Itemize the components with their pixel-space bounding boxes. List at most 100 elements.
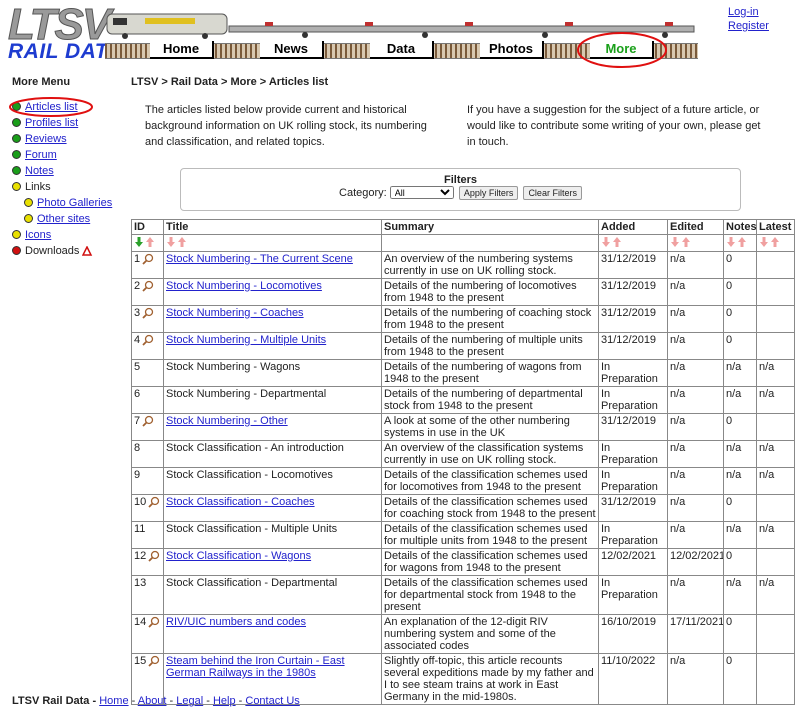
footer-link[interactable]: Legal [176,695,204,707]
article-link[interactable]: Stock Numbering - Other [166,415,288,427]
menu-item: Notes [12,163,122,179]
articles-table: ID Title Summary Added Edited Notes Latest 1 St… [131,219,795,705]
cell-title: Steam behind the Iron Curtain - East Ger… [163,653,382,705]
cell-notes: n/a [723,440,757,468]
cell-latest: n/a [756,521,795,549]
cell-text: Details of the numbering of locomotives … [384,280,577,304]
row-id: 14 [134,616,147,628]
menu-label[interactable]: Photo Galleries [37,197,113,209]
cell-added: 31/12/2019 [598,332,668,360]
cell-notes: 0 [723,548,757,576]
table-row: 14 RIV/UIC numbers and codes An explanatio… [131,614,795,654]
cell-text: n/a [759,523,775,535]
footer-link[interactable]: Home [99,695,129,707]
cell-id: 14 [131,614,164,654]
cell-text: Stock Classification - An introduction [166,442,344,454]
article-link[interactable]: Stock Numbering - The Current Scene [166,253,353,265]
cell-added: 31/12/2019 [598,278,668,306]
column-header: Latest [756,219,795,235]
cell-text: Details of the classification schemes us… [384,469,588,493]
menu-label[interactable]: Articles list [25,101,78,113]
cell-id: 11 [131,521,164,549]
cell-added: 16/10/2019 [598,614,668,654]
article-link[interactable]: Stock Numbering - Multiple Units [166,334,327,346]
nav-button[interactable]: News [260,41,324,59]
article-link[interactable]: Steam behind the Iron Curtain - East Ger… [166,655,345,679]
cell-id: 1 [131,251,164,279]
clear-button[interactable]: Clear Filters [523,186,582,200]
menu-label[interactable]: Forum [25,149,57,161]
cell-text: 31/12/2019 [601,253,657,265]
menu-label[interactable]: Profiles list [25,117,79,129]
cell-text: Slightly off-topic, this article recount… [384,655,594,703]
cell-id: 3 [131,305,164,333]
article-link[interactable]: Stock Classification - Coaches [166,496,315,508]
sort-cell [723,234,757,252]
cell-text: Stock Classification - Locomotives [166,469,333,481]
table-row: 4 Stock Numbering - Multiple Units Details… [131,332,795,360]
footer-link[interactable]: Contact Us [245,695,300,707]
row-id: 15 [134,655,147,667]
footer-link[interactable]: About [137,695,167,707]
sort-cell [667,234,724,252]
cell-text: n/a [759,469,775,481]
column-header: Edited [667,219,724,235]
sort-cell [598,234,668,252]
row-id: 3 [134,307,141,319]
row-id: 2 [134,280,141,292]
cell-added: 31/12/2019 [598,251,668,279]
cell-text: n/a [670,334,686,346]
cell-id: 7 [131,413,164,441]
article-link[interactable]: Stock Numbering - Coaches [166,307,304,319]
cell-text: 0 [726,655,733,667]
menu-label[interactable]: Reviews [25,133,67,145]
sort-up [771,237,779,248]
cell-edited: n/a [667,653,724,705]
row-id: 4 [134,334,141,346]
cell-summary: Details of the classification schemes us… [381,548,599,576]
cell-summary: Details of the classification schemes us… [381,467,599,495]
category-select[interactable]: All [389,186,454,199]
cell-summary: Details of the classification schemes us… [381,575,599,615]
table-row: 1 Stock Numbering - The Current Scene An o… [131,251,795,279]
menu-item: Other sites [12,211,122,227]
nav-button[interactable]: Data [370,41,434,59]
apply-button[interactable]: Apply Filters [458,186,519,200]
cell-id: 4 [131,332,164,360]
table-row: 15 Steam behind the Iron Curtain - East G… [131,653,795,705]
menu-label[interactable]: Other sites [37,213,91,225]
cell-added: In Preparation [598,359,668,387]
row-id: 9 [134,469,141,481]
cell-text: 31/12/2019 [601,280,657,292]
cell-summary: Details of the numbering of wagons from … [381,359,599,387]
cell-id: 8 [131,440,164,468]
menu-item: Links [12,179,122,195]
cell-id: 12 [131,548,164,576]
menu-label[interactable]: Notes [25,165,54,177]
account-link[interactable]: Log-in [728,6,759,18]
nav-button[interactable]: Home [150,41,214,59]
cell-text: n/a [726,469,742,481]
cell-text: In Preparation [601,361,658,385]
menu-label[interactable]: Icons [25,229,52,241]
article-link[interactable]: Stock Classification - Wagons [166,550,312,562]
cell-text: Details of the numbering of wagons from … [384,361,582,385]
account-link[interactable]: Register [728,20,769,32]
column-header: Added [598,219,668,235]
cell-added: 31/12/2019 [598,413,668,441]
cell-text: Details of the classification schemes us… [384,577,588,613]
cell-text: An explanation of the 12-digit RIV numbe… [384,616,556,652]
view-icon [148,550,160,562]
row-id: 8 [134,442,141,454]
cell-latest [756,305,795,333]
nav-button[interactable]: Photos [480,41,544,59]
footer-link[interactable]: Help [212,695,236,707]
cell-text: Details of the numbering of coaching sto… [384,307,592,331]
filter-label: Category: [339,187,387,199]
cell-added: In Preparation [598,575,668,615]
cell-title: Stock Classification - Locomotives [163,467,382,495]
article-link[interactable]: Stock Numbering - Locomotives [166,280,322,292]
article-link[interactable]: RIV/UIC numbers and codes [166,616,307,628]
cell-edited: n/a [667,386,724,414]
nav-button[interactable]: More [590,41,654,59]
